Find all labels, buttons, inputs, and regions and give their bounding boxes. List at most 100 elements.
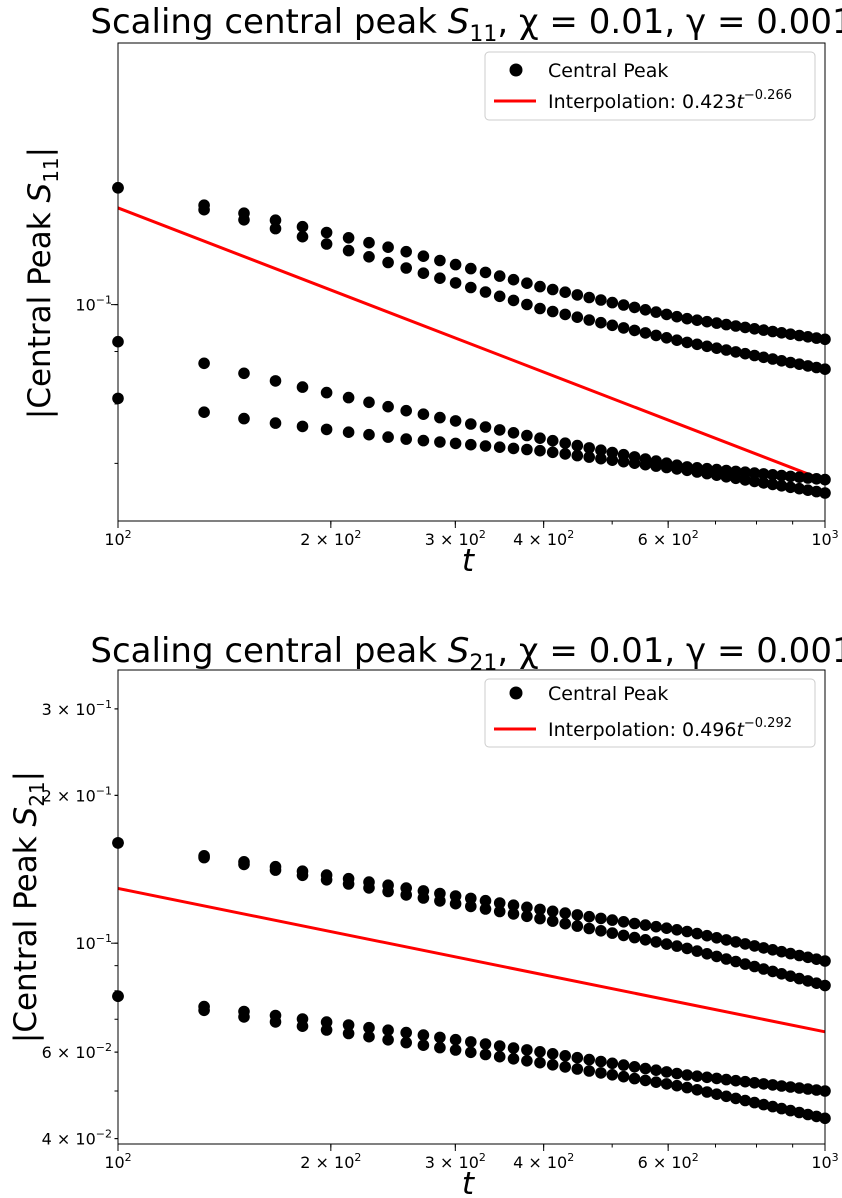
data-point (559, 448, 571, 460)
data-point (342, 1019, 355, 1031)
data-point (784, 970, 797, 982)
data-point (775, 327, 788, 339)
data-point (739, 938, 751, 950)
data-point (701, 929, 713, 942)
data-point (342, 391, 355, 404)
data-point (238, 1011, 250, 1023)
data-point (434, 436, 446, 448)
data-point (606, 319, 619, 332)
data-point (296, 420, 309, 433)
legend-label-points: Central Peak (548, 60, 668, 82)
data-point (691, 466, 703, 478)
data-point (784, 1081, 797, 1093)
y-axis-label: |Central Peak S11| (22, 147, 63, 419)
data-point (617, 929, 630, 942)
data-point (400, 889, 413, 901)
data-point (534, 912, 546, 925)
data-point (775, 469, 788, 482)
data-point (748, 349, 761, 362)
data-point (296, 381, 309, 393)
data-point (701, 948, 713, 960)
data-point (628, 1072, 641, 1085)
data-point (493, 441, 506, 454)
data-point (671, 310, 683, 323)
data-point (660, 1078, 673, 1090)
data-point (571, 920, 584, 932)
data-point (363, 882, 375, 894)
data-point (681, 312, 693, 325)
data-point (606, 914, 619, 926)
data-point (739, 1075, 751, 1088)
data-point (534, 1056, 546, 1069)
chart-title: Scaling central peak S11, χ = 0.01, γ = … (90, 2, 842, 47)
data-point (671, 1067, 683, 1080)
data-point (639, 934, 652, 946)
data-point (793, 329, 806, 342)
data-point (559, 1061, 571, 1073)
data-point (363, 396, 375, 409)
data-point (342, 426, 355, 439)
x-tick-label: 6 × 102 (638, 1151, 699, 1172)
data-point (507, 1042, 520, 1054)
data-point (784, 947, 797, 960)
data-point (710, 342, 723, 355)
data-point (730, 936, 742, 948)
data-point (606, 296, 619, 309)
data-point (296, 220, 309, 233)
x-axis-label: t (462, 543, 476, 579)
data-point (198, 1004, 210, 1017)
data-point (802, 1083, 814, 1095)
data-point (802, 484, 814, 497)
data-point (720, 953, 733, 965)
data-point (583, 1065, 595, 1077)
data-point (650, 920, 662, 933)
data-point (739, 347, 751, 360)
data-point (493, 905, 506, 918)
data-point (465, 900, 477, 913)
data-point (382, 1034, 394, 1046)
data-point (493, 1040, 506, 1052)
data-point (465, 892, 477, 905)
data-point (583, 442, 595, 454)
data-point (710, 1072, 723, 1085)
data-point (400, 1026, 413, 1039)
data-point (710, 932, 723, 944)
data-point (730, 1092, 742, 1105)
data-point (534, 432, 546, 445)
data-point (269, 417, 282, 429)
data-point (671, 1079, 683, 1092)
data-point (479, 903, 492, 915)
data-point (571, 439, 584, 452)
data-point (269, 375, 282, 387)
data-point (639, 458, 652, 471)
data-point (802, 331, 814, 343)
data-point (748, 940, 761, 952)
data-point (417, 267, 430, 280)
data-point (660, 461, 673, 474)
data-point (730, 955, 742, 968)
data-point (775, 480, 788, 492)
data-point (784, 481, 797, 494)
data-point (720, 471, 733, 483)
data-point (559, 308, 571, 321)
data-point (342, 878, 355, 890)
data-point (479, 440, 492, 452)
data-point (720, 1073, 733, 1086)
data-point (507, 427, 520, 439)
data-point (681, 1081, 693, 1094)
data-point (434, 1031, 446, 1044)
data-point (559, 286, 571, 299)
data-point (730, 320, 742, 332)
legend: Central Peak Interpolation: 0.423t−0.266 (484, 51, 816, 121)
data-point (449, 1033, 462, 1046)
data-point (434, 895, 446, 907)
data-point (595, 444, 607, 457)
data-point (628, 301, 641, 314)
data-point (465, 1046, 477, 1059)
x-axis-label: t (462, 1166, 476, 1198)
data-point (681, 464, 693, 477)
data-point (810, 1084, 823, 1096)
data-point (521, 429, 533, 442)
data-point (766, 1100, 779, 1113)
